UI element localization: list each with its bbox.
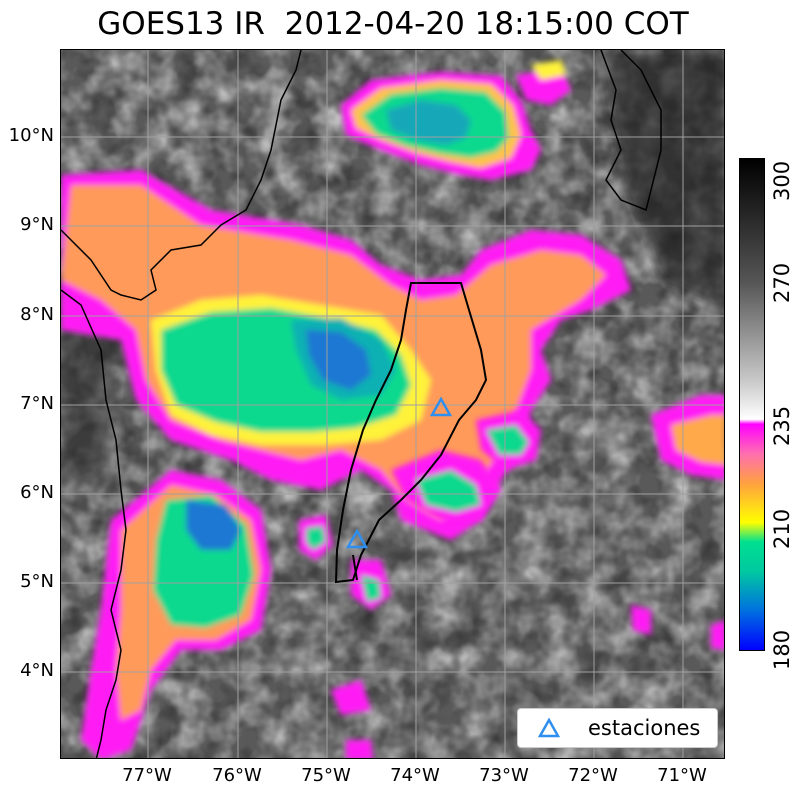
lat-label-6n: 6°N <box>20 482 54 503</box>
map-title: GOES13 IR 2012-04-20 18:15:00 COT <box>97 6 689 42</box>
lat-label-7n: 7°N <box>20 393 54 414</box>
colorbar-tick-180: 180 <box>770 629 794 671</box>
station-marker-2[interactable] <box>346 529 368 549</box>
lon-label-77w: 77°W <box>122 765 172 786</box>
lon-label-76w: 76°W <box>212 765 262 786</box>
map-gridlines <box>61 50 724 758</box>
lon-label-71w: 71°W <box>657 765 707 786</box>
legend-label: estaciones <box>588 716 701 740</box>
region-boundary <box>334 282 488 584</box>
lat-label-9n: 9°N <box>20 214 54 235</box>
satellite-map[interactable]: estaciones <box>60 49 725 759</box>
colorbar-tick-210: 210 <box>770 508 794 550</box>
lon-label-73w: 73°W <box>479 765 529 786</box>
map-legend: estaciones <box>517 708 718 748</box>
cold-cloud-tops <box>61 60 724 758</box>
lon-label-74w: 74°W <box>390 765 440 786</box>
colorbar-tick-300: 300 <box>770 160 794 202</box>
map-canvas <box>61 50 724 758</box>
temperature-colorbar <box>739 158 765 651</box>
station-marker-1[interactable] <box>430 397 452 417</box>
coastlines <box>61 50 662 758</box>
lat-label-5n: 5°N <box>20 571 54 592</box>
lat-label-10n: 10°N <box>8 125 54 146</box>
lat-label-8n: 8°N <box>20 304 54 325</box>
triangle-icon <box>430 397 452 417</box>
lon-label-75w: 75°W <box>301 765 351 786</box>
triangle-icon <box>346 529 368 549</box>
lon-label-72w: 72°W <box>568 765 618 786</box>
colorbar-tick-270: 270 <box>770 262 794 304</box>
colorbar-tick-235: 235 <box>770 405 794 447</box>
lat-label-4n: 4°N <box>20 660 54 681</box>
triangle-icon <box>538 718 560 738</box>
warm-area-northeast <box>601 50 724 310</box>
